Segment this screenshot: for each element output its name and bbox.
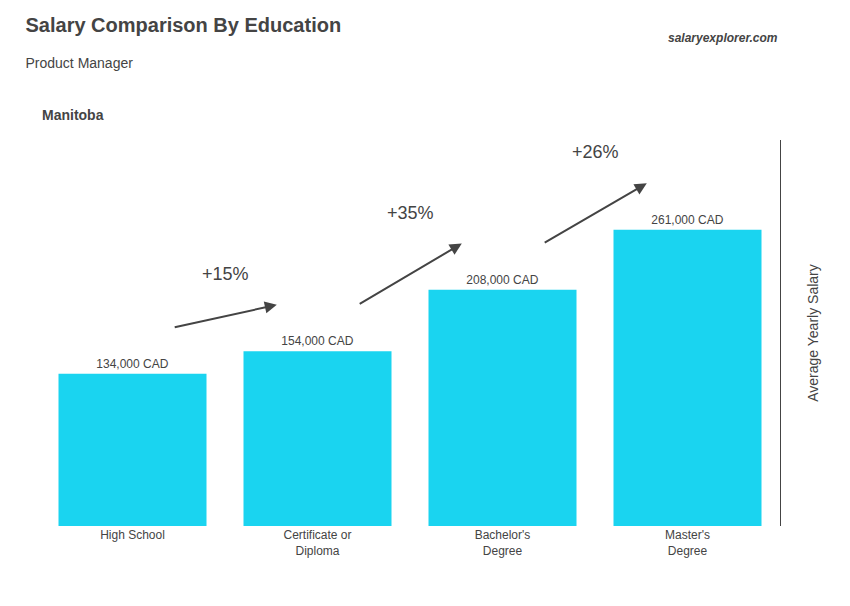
svg-text:Manitoba: Manitoba <box>42 107 104 123</box>
svg-text:154,000 CAD: 154,000 CAD <box>281 334 353 348</box>
svg-text:+35%: +35% <box>387 203 434 223</box>
svg-text:Bachelor'sDegree: Bachelor'sDegree <box>475 528 531 558</box>
svg-text:208,000 CAD: 208,000 CAD <box>466 273 538 287</box>
svg-text:Salary Comparison By Education: Salary Comparison By Education <box>26 14 342 36</box>
svg-text:Master'sDegree: Master'sDegree <box>665 528 710 558</box>
svg-text:Average Yearly Salary: Average Yearly Salary <box>805 264 821 402</box>
svg-text:Product Manager: Product Manager <box>26 55 134 71</box>
svg-text:134,000 CAD: 134,000 CAD <box>96 357 168 371</box>
svg-text:High School: High School <box>100 528 165 542</box>
svg-text:+26%: +26% <box>572 142 619 162</box>
svg-text:+15%: +15% <box>202 264 249 284</box>
svg-text:Certificate orDiploma: Certificate orDiploma <box>283 528 351 558</box>
svg-text:261,000 CAD: 261,000 CAD <box>651 213 723 227</box>
svg-text:salaryexplorer.com: salaryexplorer.com <box>668 31 778 45</box>
